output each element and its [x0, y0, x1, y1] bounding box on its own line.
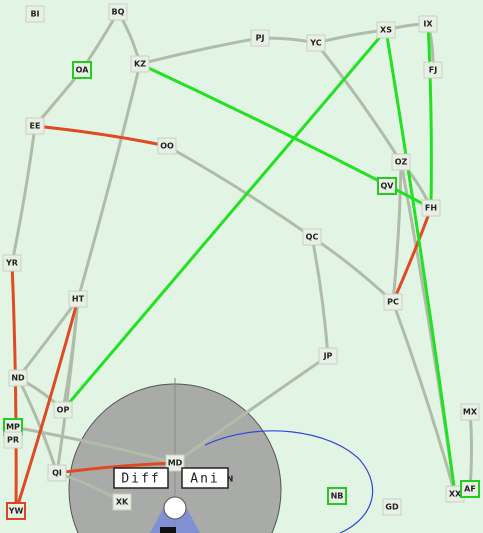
node[interactable] — [327, 487, 347, 505]
node[interactable] — [130, 55, 150, 73]
node-label: XK — [116, 498, 129, 507]
blue-curve — [204, 430, 374, 533]
edge — [391, 301, 457, 495]
node[interactable] — [47, 464, 67, 482]
node-label: JP — [323, 352, 333, 361]
edge — [10, 262, 18, 512]
node[interactable] — [6, 502, 26, 520]
edge — [310, 236, 330, 357]
edge — [174, 354, 329, 465]
node-label: N — [227, 475, 234, 484]
edge — [426, 23, 433, 209]
edge — [384, 29, 457, 495]
node-label: MP — [6, 423, 20, 432]
node[interactable] — [25, 117, 45, 135]
buttons: Diff Ani — [113, 467, 229, 489]
edge — [12, 425, 176, 465]
node-label: KZ — [134, 60, 146, 69]
node-label: MD — [168, 459, 183, 468]
node-label: OO — [160, 142, 174, 151]
edge — [391, 207, 433, 303]
edge — [61, 298, 80, 411]
node[interactable] — [460, 480, 480, 498]
node[interactable] — [112, 493, 132, 511]
node[interactable] — [108, 3, 128, 21]
node-label: NB — [331, 492, 344, 501]
node[interactable] — [382, 498, 402, 516]
node-label: MX — [463, 408, 478, 417]
node[interactable] — [250, 29, 270, 47]
node[interactable] — [377, 177, 397, 195]
node[interactable] — [376, 21, 396, 39]
node-label: QI — [52, 469, 62, 478]
edge — [166, 144, 313, 239]
node[interactable] — [302, 228, 322, 246]
edge — [10, 125, 37, 264]
button-label: Ani — [190, 472, 219, 487]
button[interactable] — [181, 467, 229, 489]
node-label: YC — [309, 39, 322, 48]
edge — [311, 235, 395, 304]
node-label: OA — [76, 66, 90, 75]
node-label: PR — [7, 436, 19, 445]
node[interactable] — [53, 401, 73, 419]
node-label: QV — [381, 182, 395, 191]
edge — [139, 36, 261, 66]
node-label: YR — [5, 259, 18, 268]
node-label: OZ — [395, 158, 408, 167]
edge — [314, 42, 403, 163]
edge — [76, 63, 142, 300]
edge — [61, 29, 388, 411]
edge — [468, 411, 473, 490]
node[interactable] — [391, 153, 411, 171]
overlay-front — [160, 496, 187, 533]
node[interactable] — [383, 293, 403, 311]
node[interactable] — [157, 137, 177, 155]
edge — [16, 377, 59, 474]
node-label: HT — [72, 295, 85, 304]
node-label: BI — [30, 10, 39, 19]
dial-marker — [160, 527, 176, 533]
node[interactable] — [8, 369, 28, 387]
node[interactable] — [306, 34, 326, 52]
node[interactable] — [423, 61, 443, 79]
node-label: XS — [380, 26, 392, 35]
node[interactable] — [460, 403, 480, 421]
edge — [14, 298, 80, 512]
node-label: FJ — [429, 66, 437, 75]
edge — [391, 161, 403, 303]
node[interactable] — [165, 454, 185, 472]
node[interactable] — [418, 15, 438, 33]
node-label: YW — [8, 507, 24, 516]
node-label: AF — [464, 485, 476, 494]
node[interactable] — [25, 5, 45, 23]
edge — [34, 124, 168, 148]
node-label: IX — [423, 20, 433, 29]
node-label: PJ — [256, 34, 265, 43]
node[interactable] — [2, 254, 22, 272]
node[interactable] — [318, 347, 338, 365]
node-label: EE — [30, 122, 41, 131]
node-label: OP — [57, 406, 70, 415]
node-label: FH — [425, 204, 437, 213]
node[interactable] — [72, 61, 92, 79]
node[interactable] — [68, 290, 88, 308]
button[interactable] — [113, 467, 169, 489]
dial-knob — [163, 496, 187, 520]
node[interactable] — [421, 199, 441, 217]
button-label: Diff — [121, 472, 160, 487]
node-label: BQ — [112, 8, 125, 17]
node[interactable] — [3, 431, 23, 449]
edge — [56, 461, 176, 475]
node-label: ND — [11, 374, 25, 383]
node-label: QC — [306, 233, 319, 242]
node-label: PC — [387, 298, 399, 307]
node-label: GD — [385, 503, 399, 512]
node-label: XX — [449, 490, 462, 499]
